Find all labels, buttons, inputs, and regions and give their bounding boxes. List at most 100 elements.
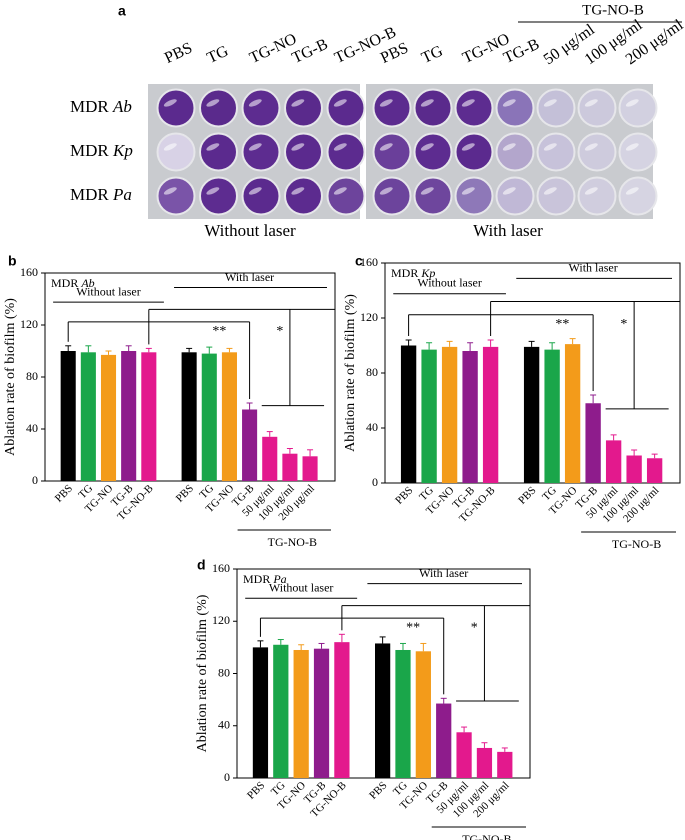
bar — [523, 346, 540, 483]
row-prefix: MDR — [70, 185, 109, 204]
well-glare — [379, 187, 393, 195]
well — [618, 88, 658, 128]
well-glare — [584, 99, 598, 107]
well-glare — [163, 99, 177, 107]
well — [326, 88, 366, 128]
well-glare — [584, 187, 598, 195]
title-species: Pa — [272, 572, 286, 586]
y-tick-label: 160 — [212, 561, 230, 575]
x-tick-label: PBS — [245, 779, 267, 801]
chart-title: MDR Ab — [51, 276, 95, 290]
group-label: TG-NO-B — [612, 537, 661, 551]
annotation: Without laser — [417, 276, 482, 290]
well-glare — [379, 99, 393, 107]
well-glare — [291, 143, 305, 151]
well — [536, 176, 576, 216]
bar — [60, 351, 76, 481]
bar — [482, 346, 499, 483]
well-glare — [584, 143, 598, 151]
bar — [141, 352, 157, 481]
x-tick-label: PBS — [53, 482, 75, 504]
well — [156, 176, 196, 216]
well — [536, 88, 576, 128]
bar — [476, 747, 493, 778]
bar — [293, 649, 309, 778]
group-label: TG-NO-B — [268, 535, 317, 549]
panel-label: c — [355, 253, 363, 269]
bar — [585, 403, 601, 483]
well-glare — [248, 143, 262, 151]
y-tick-label: 160 — [360, 255, 378, 269]
y-tick-label: 160 — [20, 265, 38, 279]
column-label: TG — [205, 42, 232, 67]
row-species: Ab — [112, 97, 132, 116]
significance: * — [276, 324, 283, 339]
bar — [273, 644, 289, 778]
annotation: With laser — [225, 270, 274, 284]
y-tick-label: 40 — [26, 421, 38, 435]
significance: ** — [406, 620, 420, 635]
well — [495, 88, 535, 128]
bar — [313, 648, 330, 778]
y-tick-label: 120 — [20, 317, 38, 331]
bar — [100, 354, 117, 481]
significance: * — [471, 620, 478, 635]
chart-title: MDR Pa — [243, 572, 287, 586]
well — [372, 176, 412, 216]
well-glare — [248, 99, 262, 107]
bar — [262, 436, 278, 481]
well-glare — [502, 143, 516, 151]
well — [577, 88, 617, 128]
panel-label: d — [197, 557, 206, 573]
caption: Without laser — [204, 221, 296, 240]
bar — [456, 732, 472, 778]
well-glare — [163, 187, 177, 195]
title-species: Kp — [420, 266, 435, 280]
bar — [80, 352, 96, 481]
column-label: TG — [419, 42, 446, 67]
annotation: With laser — [569, 260, 618, 274]
panel-label: b — [8, 253, 17, 269]
y-tick-label: 80 — [218, 665, 230, 679]
chart-title: MDR Kp — [391, 266, 435, 280]
well — [618, 176, 658, 216]
y-axis-label: Ablation rate of biofilm (%) — [343, 294, 358, 452]
significance: * — [620, 317, 627, 332]
well-glare — [461, 187, 475, 195]
well — [241, 132, 281, 172]
well-glare — [543, 99, 557, 107]
well — [284, 88, 323, 128]
y-axis-label: Ablation rate of biofilm (%) — [195, 594, 210, 752]
well — [454, 132, 494, 172]
bar — [334, 642, 350, 778]
bar — [375, 643, 391, 778]
bar — [605, 440, 622, 483]
x-tick-label: PBS — [367, 779, 389, 801]
bar — [302, 456, 318, 481]
well-glare — [163, 143, 177, 151]
well-glare — [420, 187, 434, 195]
row-label: MDR Pa — [70, 185, 132, 204]
well-glare — [206, 143, 220, 151]
well — [454, 176, 494, 216]
well — [199, 132, 238, 172]
row-species: Pa — [112, 185, 132, 204]
well — [618, 132, 658, 172]
well — [326, 132, 366, 172]
y-tick-label: 0 — [224, 770, 230, 784]
bar — [544, 349, 560, 483]
bar — [201, 353, 217, 481]
well-glare — [206, 99, 220, 107]
well-glare — [625, 143, 639, 151]
y-tick-label: 40 — [366, 420, 378, 434]
bar — [395, 649, 411, 778]
bar — [221, 352, 237, 481]
significance: ** — [555, 317, 569, 332]
well-glare — [333, 187, 347, 195]
bar — [400, 345, 417, 483]
caption: With laser — [473, 221, 543, 240]
well — [241, 176, 281, 216]
bar — [441, 346, 458, 483]
well — [156, 132, 196, 172]
